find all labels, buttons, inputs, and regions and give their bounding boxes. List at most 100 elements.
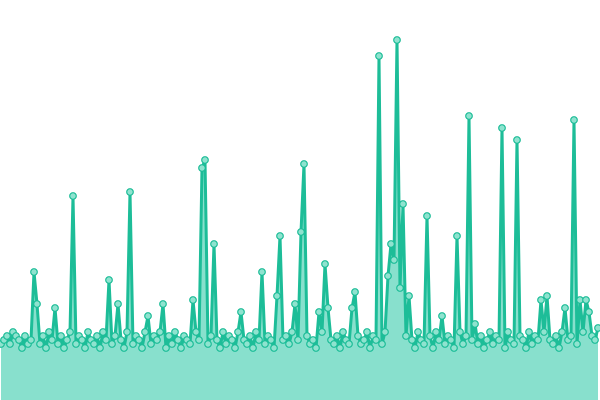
data-point (255, 336, 263, 344)
data-point (309, 336, 317, 344)
data-point (471, 320, 479, 328)
data-point (117, 336, 125, 344)
data-point (15, 336, 23, 344)
data-point (387, 240, 395, 248)
data-point (210, 240, 218, 248)
data-point (519, 336, 527, 344)
data-point (276, 232, 284, 240)
data-point (582, 296, 590, 304)
data-point (126, 188, 134, 196)
data-point (69, 192, 77, 200)
data-point (324, 304, 332, 312)
data-point (339, 328, 347, 336)
data-point (366, 344, 374, 352)
data-point (228, 336, 236, 344)
data-point (138, 344, 146, 352)
data-point (540, 328, 548, 336)
data-point (282, 332, 290, 340)
data-point (135, 336, 143, 344)
data-point (219, 328, 227, 336)
data-point (399, 200, 407, 208)
data-point (453, 232, 461, 240)
data-point (384, 272, 392, 280)
data-point (528, 340, 536, 348)
data-point (141, 328, 149, 336)
data-point (123, 328, 131, 336)
data-point (18, 344, 26, 352)
data-point (477, 332, 485, 340)
data-point (561, 304, 569, 312)
data-point (114, 300, 122, 308)
data-point (501, 344, 509, 352)
data-point (378, 340, 386, 348)
data-point (39, 332, 47, 340)
data-point (480, 344, 488, 352)
data-point (285, 340, 293, 348)
data-point (102, 336, 110, 344)
data-point (489, 340, 497, 348)
data-point (81, 344, 89, 352)
data-point (99, 328, 107, 336)
data-point (177, 344, 185, 352)
data-point (291, 300, 299, 308)
data-point (243, 340, 251, 348)
data-point (129, 340, 137, 348)
data-point (336, 344, 344, 352)
data-point (93, 332, 101, 340)
data-point (33, 300, 41, 308)
data-point (288, 328, 296, 336)
data-point (3, 332, 11, 340)
data-point (570, 116, 578, 124)
data-point (525, 328, 533, 336)
data-point (405, 292, 413, 300)
data-point (462, 332, 470, 340)
data-point (36, 340, 44, 348)
data-point (189, 296, 197, 304)
data-point (252, 328, 260, 336)
data-point (429, 344, 437, 352)
data-point (360, 336, 368, 344)
data-point (153, 336, 161, 344)
data-point (537, 296, 545, 304)
data-point (30, 268, 38, 276)
data-point (156, 328, 164, 336)
data-point (543, 292, 551, 300)
data-point (198, 164, 206, 172)
data-point (552, 332, 560, 340)
data-point (159, 300, 167, 308)
data-point (447, 336, 455, 344)
data-point (42, 344, 50, 352)
data-point (90, 340, 98, 348)
data-point (162, 344, 170, 352)
data-point (594, 324, 600, 332)
data-point (216, 344, 224, 352)
data-point (6, 340, 14, 348)
data-point (120, 344, 128, 352)
data-point (396, 284, 404, 292)
data-point (51, 304, 59, 312)
data-point (585, 308, 593, 316)
data-point (171, 328, 179, 336)
data-point (297, 228, 305, 236)
data-point (498, 124, 506, 132)
data-point (513, 136, 521, 144)
data-point (510, 340, 518, 348)
data-point (321, 260, 329, 268)
data-point (222, 340, 230, 348)
data-point (558, 328, 566, 336)
data-point (246, 332, 254, 340)
data-point (60, 344, 68, 352)
data-point (483, 336, 491, 344)
data-point (249, 344, 257, 352)
data-point (207, 332, 215, 340)
data-point (174, 336, 182, 344)
data-point (48, 336, 56, 344)
data-point (201, 156, 209, 164)
data-point (456, 328, 464, 336)
data-point (363, 328, 371, 336)
data-point (21, 332, 29, 340)
data-point (591, 336, 599, 344)
data-points (0, 36, 600, 352)
data-point (195, 336, 203, 344)
data-point (258, 268, 266, 276)
